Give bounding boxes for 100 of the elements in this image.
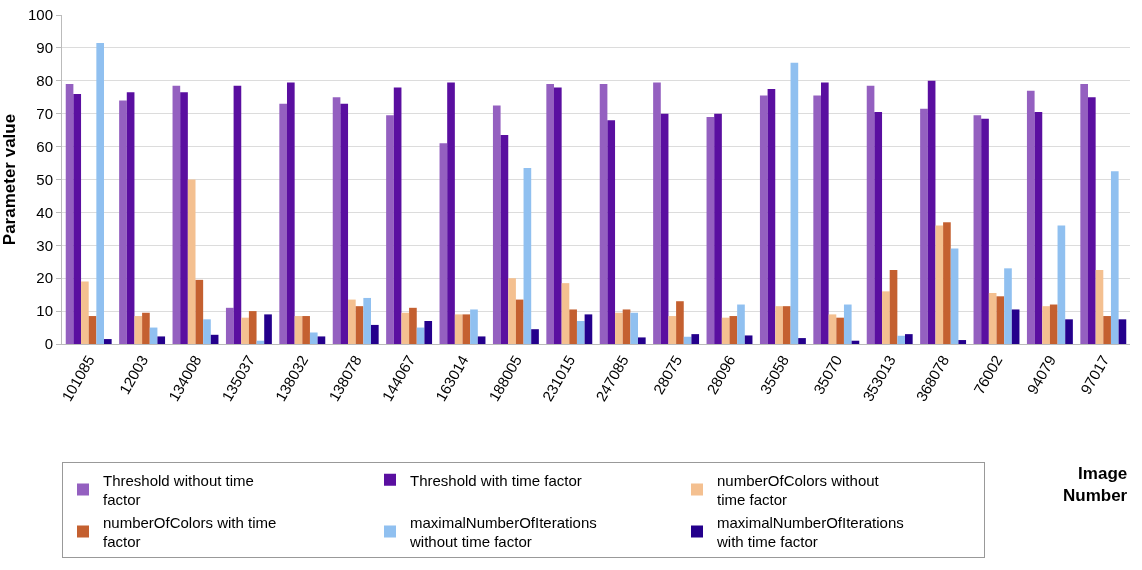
bar <box>767 89 776 344</box>
bar <box>607 120 616 344</box>
bar <box>1004 268 1012 344</box>
bar <box>447 82 455 344</box>
bar <box>630 312 639 344</box>
bar <box>65 84 74 344</box>
bar <box>1011 309 1020 344</box>
bar <box>96 42 105 344</box>
bar <box>622 309 631 344</box>
bar <box>744 335 753 344</box>
bar <box>546 84 554 344</box>
bar <box>248 311 257 344</box>
bar <box>1057 225 1066 344</box>
bar <box>882 291 890 344</box>
y-tick-label: 50 <box>36 170 53 188</box>
bar <box>996 296 1005 344</box>
bar <box>454 314 463 344</box>
y-tick-label: 70 <box>36 104 53 122</box>
bar <box>195 279 204 344</box>
bar <box>500 135 509 344</box>
bar <box>668 316 677 344</box>
y-tick-label: 80 <box>36 72 53 90</box>
bar <box>973 115 982 344</box>
bar <box>309 332 318 344</box>
y-tick-label: 60 <box>36 137 53 155</box>
bar <box>599 84 608 344</box>
bar <box>233 85 242 344</box>
bar <box>584 314 593 344</box>
bar <box>813 95 821 344</box>
bar <box>119 100 127 344</box>
y-tick-label: 100 <box>27 6 53 24</box>
bar <box>943 222 951 344</box>
bar <box>1026 90 1035 344</box>
bar <box>134 316 143 344</box>
bar <box>225 307 234 344</box>
bar <box>828 314 837 344</box>
bar <box>241 317 249 344</box>
bar <box>1065 319 1073 344</box>
bar <box>866 85 875 344</box>
bar <box>935 225 944 344</box>
bar <box>294 316 303 344</box>
bar <box>302 316 310 344</box>
bar <box>759 95 768 344</box>
bar <box>553 87 562 344</box>
bar <box>286 82 295 344</box>
bar <box>981 118 989 344</box>
bar <box>393 87 402 344</box>
y-tick-label: 40 <box>36 203 53 221</box>
bar <box>317 336 326 344</box>
bar <box>180 92 188 344</box>
bar <box>798 338 806 344</box>
x-axis-title: Image Number <box>1063 464 1128 506</box>
bar <box>210 334 219 344</box>
bar <box>104 339 112 344</box>
bar <box>988 293 997 344</box>
bar <box>1034 112 1043 344</box>
y-tick-label: 0 <box>44 335 53 353</box>
bar <box>1103 316 1111 344</box>
bar <box>874 112 883 344</box>
bar <box>737 304 745 344</box>
bar <box>363 297 372 344</box>
bar <box>515 299 524 344</box>
bar <box>409 307 417 344</box>
bar <box>386 115 394 344</box>
bar <box>927 80 936 344</box>
bar <box>401 312 410 344</box>
bar <box>355 306 364 344</box>
bar <box>638 337 646 344</box>
bar <box>729 316 738 344</box>
bar <box>820 82 829 344</box>
bar <box>1118 319 1127 344</box>
y-tick-label: 30 <box>36 236 53 254</box>
bar <box>569 309 577 344</box>
bar <box>561 283 570 344</box>
bar <box>660 113 669 344</box>
bar <box>508 278 516 344</box>
bar <box>1042 306 1050 344</box>
bar <box>897 335 906 344</box>
bar <box>714 113 722 344</box>
legend-label: Threshold with time factor <box>410 471 582 489</box>
bar <box>843 304 852 344</box>
bar <box>88 316 97 344</box>
legend-label: numberOfColors with time factor <box>103 513 277 551</box>
bar <box>576 320 585 344</box>
bar <box>279 103 287 344</box>
bar <box>477 336 486 344</box>
bar <box>470 309 478 344</box>
bar <box>889 269 898 344</box>
bar <box>73 93 82 344</box>
bar <box>790 62 799 344</box>
bar <box>187 179 196 344</box>
bar <box>706 116 715 344</box>
bar <box>905 334 913 344</box>
bar <box>691 334 700 344</box>
bar <box>615 312 623 344</box>
bar <box>142 312 150 344</box>
bar <box>348 299 356 344</box>
bar <box>126 92 135 344</box>
bar <box>523 167 532 344</box>
bar <box>371 324 379 344</box>
